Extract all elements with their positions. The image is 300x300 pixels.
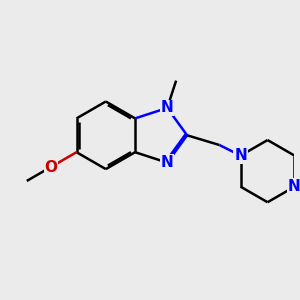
Text: N: N [161,100,174,116]
Text: N: N [288,179,300,194]
Text: O: O [44,160,57,175]
Text: N: N [234,148,247,163]
Text: N: N [234,148,247,163]
Text: N: N [161,155,174,170]
